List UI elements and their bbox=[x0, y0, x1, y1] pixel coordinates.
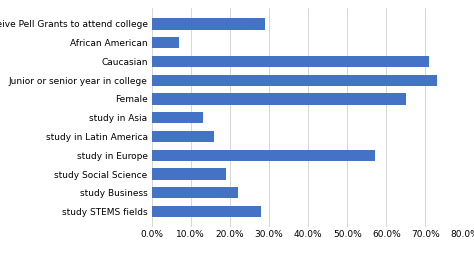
Bar bbox=[152, 187, 237, 198]
Bar bbox=[152, 150, 374, 161]
Bar bbox=[152, 131, 214, 142]
Bar bbox=[152, 93, 406, 105]
Bar bbox=[152, 75, 437, 86]
Bar bbox=[152, 37, 179, 48]
Bar bbox=[152, 18, 265, 30]
Bar bbox=[152, 206, 261, 217]
Bar bbox=[152, 168, 226, 180]
Bar bbox=[152, 56, 429, 67]
Bar bbox=[152, 112, 202, 123]
